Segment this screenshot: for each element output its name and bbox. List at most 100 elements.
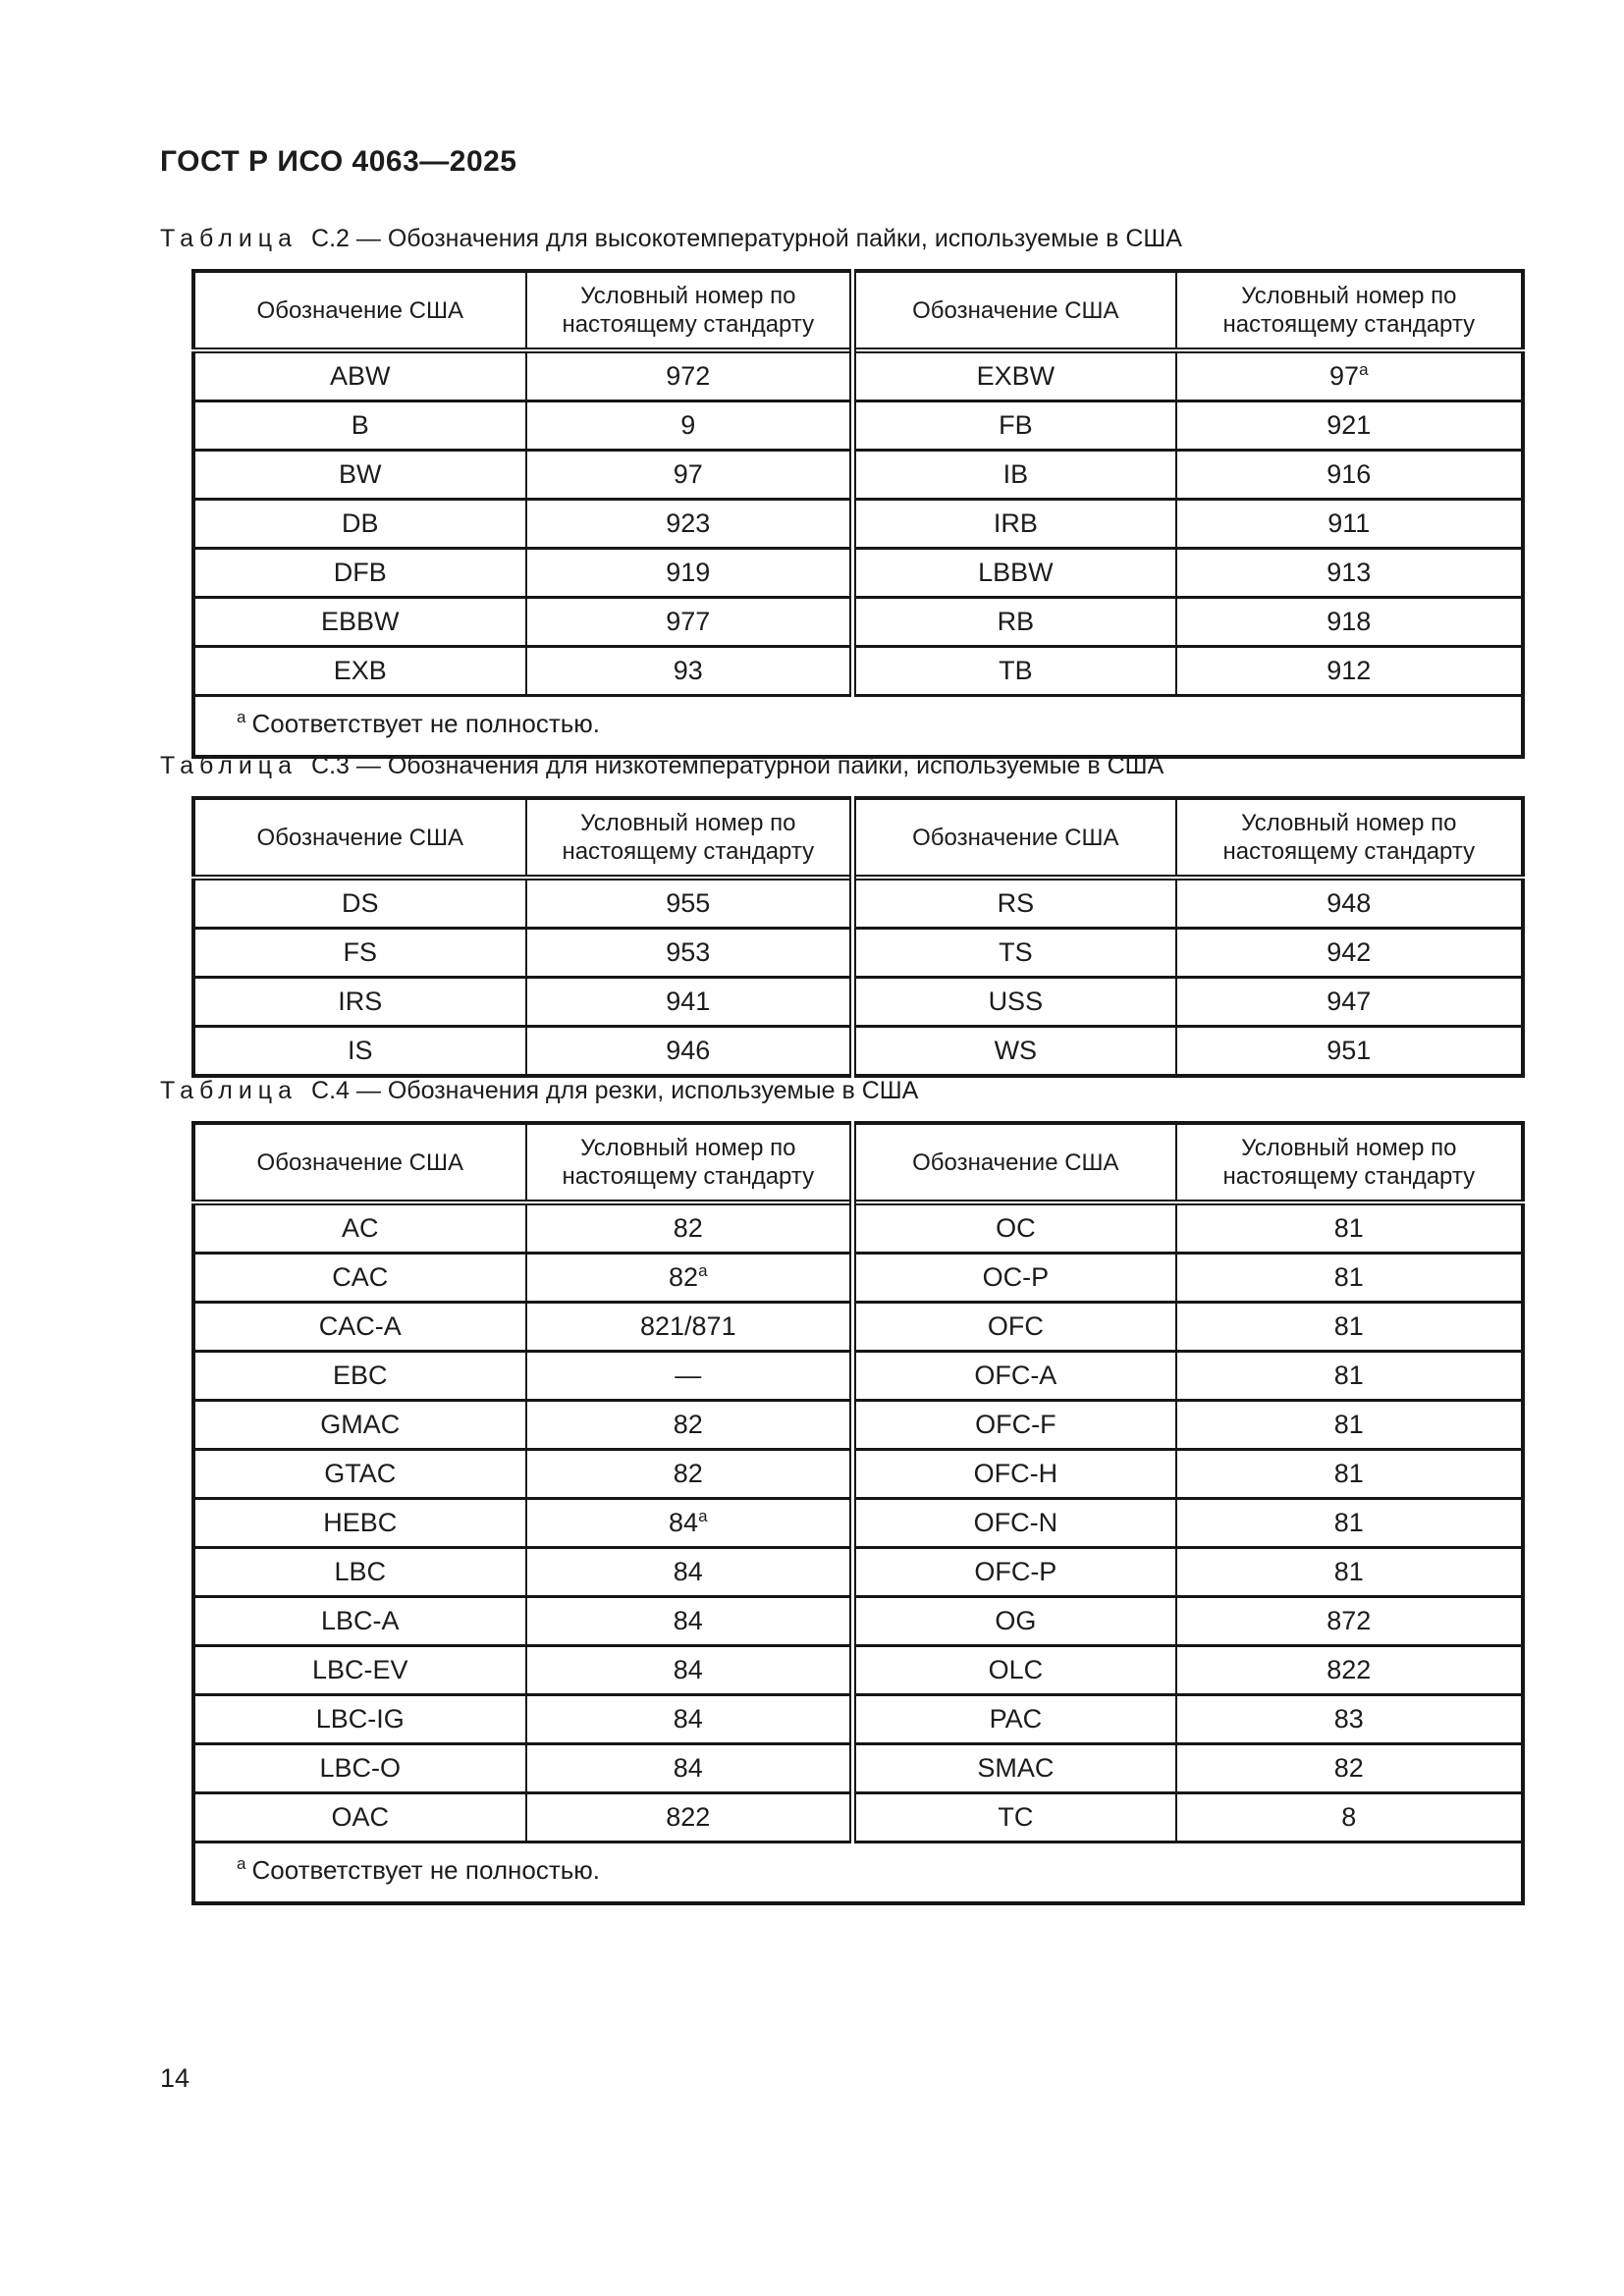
- table-row: CAC 82a OC-P 81: [192, 1252, 1525, 1304]
- table-cell: 84: [524, 1693, 854, 1745]
- table-cell: LBC: [192, 1546, 527, 1598]
- table-caption-word: Таблица: [160, 752, 298, 779]
- table-cell: OFC-N: [849, 1497, 1177, 1549]
- table-cell: 97: [524, 449, 854, 501]
- table-row: AC 82 OC 81: [192, 1201, 1525, 1255]
- column-header: Условный номер по настоящему стандарту: [524, 797, 854, 881]
- table-cell: 81: [1174, 1546, 1525, 1598]
- table-cell: IS: [192, 1025, 527, 1078]
- table-row: FS 953 TS 942: [192, 927, 1525, 979]
- table-cell: 872: [1174, 1595, 1525, 1647]
- table-cell: 81: [1174, 1252, 1525, 1304]
- table-cell: SMAC: [849, 1742, 1177, 1794]
- table-row: LBC 84 OFC-P 81: [192, 1546, 1525, 1598]
- table-row: ABW 972 EXBW 97a: [192, 348, 1525, 402]
- table-cell: 81: [1174, 1350, 1525, 1402]
- column-header: Обозначение США: [849, 797, 1177, 881]
- table-cell: 948: [1174, 876, 1525, 930]
- table-cell: EBBW: [192, 596, 527, 648]
- table-cell: 8: [1174, 1791, 1525, 1843]
- table-cell: HEBC: [192, 1497, 527, 1549]
- table-cell: OFC-H: [849, 1448, 1177, 1500]
- table-cell: 918: [1174, 596, 1525, 648]
- table-row: EXB 93 TB 912: [192, 645, 1525, 697]
- table-caption-text: С.3 — Обозначения для низкотемпературной…: [311, 752, 1164, 779]
- table-cell: DS: [192, 876, 527, 930]
- table-cell: RS: [849, 876, 1177, 930]
- table-row: LBC-O 84 SMAC 82: [192, 1742, 1525, 1794]
- table-row: BW 97 IB 916: [192, 449, 1525, 501]
- table-cell: 82: [524, 1399, 854, 1451]
- table-cell: BW: [192, 449, 527, 501]
- table-cell: TB: [849, 645, 1177, 697]
- table-row: B 9 FB 921: [192, 400, 1525, 452]
- table-cell: FB: [849, 400, 1177, 452]
- table-cell: GTAC: [192, 1448, 527, 1500]
- table-row: IS 946 WS 951: [192, 1025, 1525, 1078]
- table-cell: OAC: [192, 1791, 527, 1843]
- table-cell: 83: [1174, 1693, 1525, 1745]
- table-cell: OG: [849, 1595, 1177, 1647]
- column-header: Условный номер по настоящему стандарту: [1174, 1122, 1525, 1205]
- table-cell: CAC-A: [192, 1301, 527, 1353]
- table-row: CAC-A 821/871 OFC 81: [192, 1301, 1525, 1353]
- table-footnote-row: a Соответствует не полностью.: [192, 1841, 1524, 1905]
- table-cell: 821/871: [524, 1301, 854, 1353]
- table-cell: 84: [524, 1546, 854, 1598]
- column-header: Обозначение США: [192, 1122, 527, 1205]
- table-cell: 942: [1174, 927, 1525, 979]
- table-row: LBC-IG 84 PAC 83: [192, 1693, 1525, 1745]
- table-cell: OFC-P: [849, 1546, 1177, 1598]
- table-footnote: a Соответствует не полностью.: [192, 694, 1524, 759]
- table-c3: Обозначение США Условный номер по настоящ…: [191, 796, 1525, 1078]
- table-cell: —: [524, 1350, 854, 1402]
- table-cell: IB: [849, 449, 1177, 501]
- table-cell: OLC: [849, 1644, 1177, 1696]
- table-cell: IRB: [849, 498, 1177, 550]
- table-c4: Обозначение США Условный номер по настоящ…: [191, 1121, 1525, 1905]
- table-cell: 911: [1174, 498, 1525, 550]
- table-caption: Таблица С.3 — Обозначения для низкотемпер…: [160, 751, 1535, 780]
- table-cell: 822: [524, 1791, 854, 1843]
- table-caption: Таблица С.2 — Обозначения для высокотемпе…: [160, 224, 1535, 253]
- table-cell: 81: [1174, 1201, 1525, 1255]
- table-cell: 919: [524, 547, 854, 599]
- table-cell: 955: [524, 876, 854, 930]
- table-cell: 941: [524, 976, 854, 1028]
- table-footnote: a Соответствует не полностью.: [192, 1841, 1524, 1905]
- table-cell: 822: [1174, 1644, 1525, 1696]
- footnote-marker: a: [237, 1854, 246, 1874]
- table-cell: 977: [524, 596, 854, 648]
- table-footnote-row: a Соответствует не полностью.: [192, 694, 1524, 759]
- table-row: DB 923 IRB 911: [192, 498, 1525, 550]
- document-title: ГОСТ Р ИСО 4063—2025: [160, 145, 517, 178]
- table-cell: TC: [849, 1791, 1177, 1843]
- table-cell: 84: [524, 1644, 854, 1696]
- table-cell: 913: [1174, 547, 1525, 599]
- table-cell: LBBW: [849, 547, 1177, 599]
- table-cell: 951: [1174, 1025, 1525, 1078]
- table-cell: FS: [192, 927, 527, 979]
- table-cell: LBC-A: [192, 1595, 527, 1647]
- footnote-marker: a: [698, 1261, 708, 1280]
- table-cell: IRS: [192, 976, 527, 1028]
- table-cell: 82: [524, 1448, 854, 1500]
- table-cell: 93: [524, 645, 854, 697]
- table-row: LBC-A 84 OG 872: [192, 1595, 1525, 1647]
- column-header: Обозначение США: [192, 270, 527, 353]
- table-cell: OFC: [849, 1301, 1177, 1353]
- table-cell: 921: [1174, 400, 1525, 452]
- table-cell: AC: [192, 1201, 527, 1255]
- footnote-marker: a: [698, 1507, 708, 1525]
- table-cell: LBC-O: [192, 1742, 527, 1794]
- column-header: Обозначение США: [192, 797, 527, 881]
- table-header-row: Обозначение США Условный номер по настоящ…: [192, 797, 1525, 881]
- table-cell: EBC: [192, 1350, 527, 1402]
- table-cell: 916: [1174, 449, 1525, 501]
- table-c2: Обозначение США Условный номер по настоящ…: [191, 269, 1525, 759]
- column-header: Обозначение США: [849, 270, 1177, 353]
- table-row: DFB 919 LBBW 913: [192, 547, 1525, 599]
- table-cell: OFC-A: [849, 1350, 1177, 1402]
- table-cell: 82: [524, 1201, 854, 1255]
- table-header-row: Обозначение США Условный номер по настоящ…: [192, 1122, 1525, 1205]
